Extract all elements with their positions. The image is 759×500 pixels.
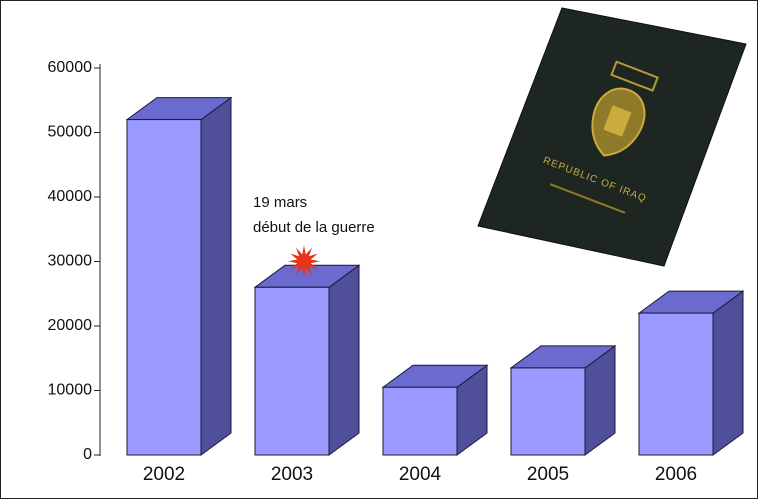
x-tick-label: 2003 [271, 464, 313, 485]
passport-script [549, 183, 626, 214]
emblem-shield [603, 105, 632, 137]
bar [253, 264, 361, 456]
bar-side [200, 96, 232, 456]
x-tick-label: 2005 [527, 464, 569, 485]
y-tick-label: 40000 [48, 188, 93, 205]
x-tick-label: 2004 [399, 464, 442, 485]
x-tick-label: 2002 [143, 464, 185, 485]
bar-front [126, 119, 202, 456]
bar-front [638, 312, 714, 456]
annotation-line: début de la guerre [253, 219, 375, 236]
bar [381, 364, 489, 456]
annotation-marker [288, 245, 320, 278]
y-tick-label: 10000 [48, 382, 93, 399]
bar-side [328, 264, 360, 456]
x-tick-label: 2006 [655, 464, 697, 485]
bar-front [254, 286, 330, 456]
y-tick-label: 30000 [48, 253, 93, 270]
bar [509, 344, 617, 456]
bar-front [382, 386, 458, 456]
y-tick-label: 50000 [48, 124, 93, 141]
y-tick-label: 20000 [48, 317, 93, 334]
annotation-line: 19 mars [253, 194, 307, 211]
emblem-banner [610, 60, 659, 92]
bar-side [712, 290, 744, 456]
passport-illustration: REPUBLIC OF IRAQ [477, 7, 747, 267]
y-tick-label: 0 [83, 446, 92, 463]
bar [125, 96, 233, 456]
y-tick-label: 60000 [48, 59, 93, 76]
bar-front [510, 367, 586, 456]
bar [637, 290, 745, 456]
